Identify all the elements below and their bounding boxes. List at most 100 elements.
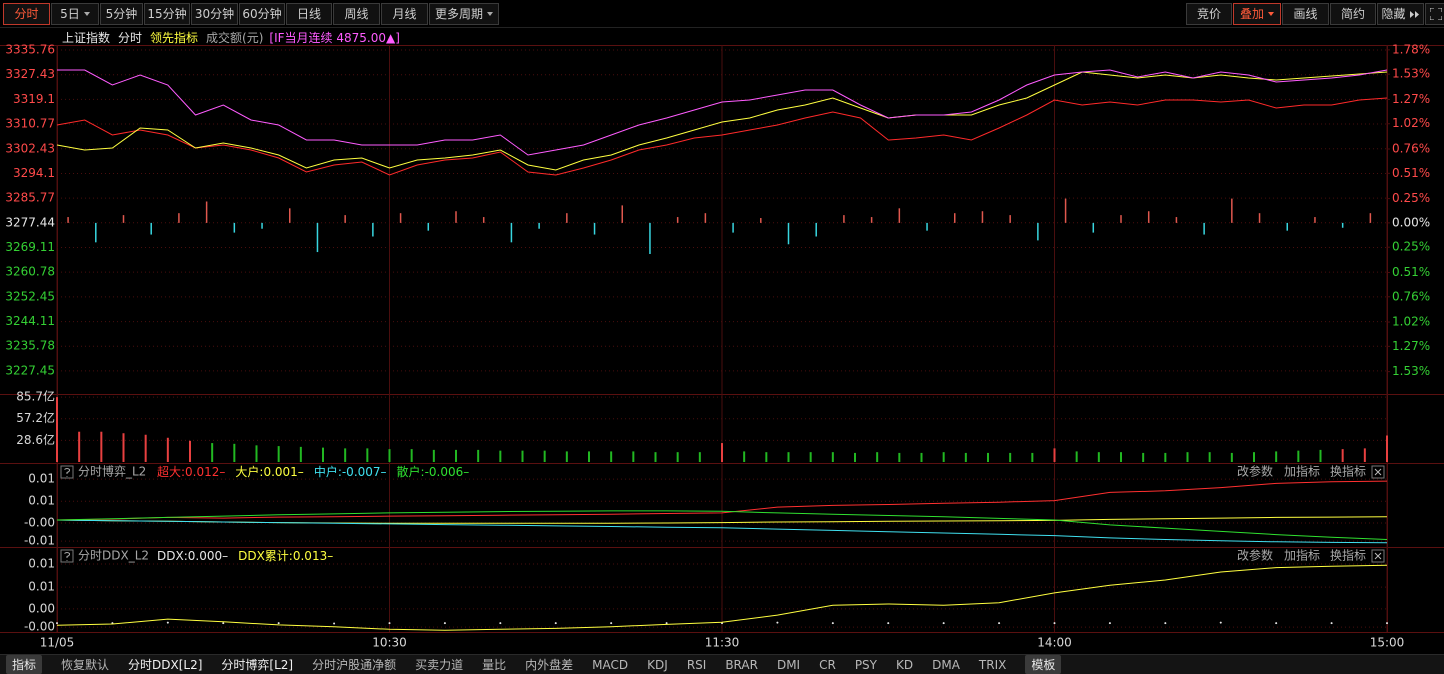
tab[interactable]: TRIX xyxy=(978,657,1007,672)
panel-button[interactable]: 加指标 xyxy=(1284,464,1320,479)
volume-bar xyxy=(809,452,812,462)
y2-tick-label: 0.76% xyxy=(1392,289,1430,303)
tool-button[interactable]: 竞价 xyxy=(1186,3,1232,25)
y2-tick-label: 1.27% xyxy=(1392,339,1430,353)
volume-bar xyxy=(831,452,834,462)
volume-bar xyxy=(455,449,457,462)
period-button[interactable]: 15分钟 xyxy=(144,3,190,25)
leading-bar xyxy=(870,217,873,223)
tab[interactable]: 分时博弈[L2] xyxy=(221,658,294,672)
close-button[interactable] xyxy=(1371,465,1385,479)
help-icon[interactable] xyxy=(60,549,74,563)
toolbar: 竞价 叠加 画线 简约 隐藏 xyxy=(1186,3,1444,25)
tab[interactable]: BRAR xyxy=(725,657,758,672)
period-button[interactable]: 日线 xyxy=(286,3,332,25)
y2-tick-label: 0.76% xyxy=(1392,142,1430,156)
panel-button[interactable]: 换指标 xyxy=(1330,548,1366,563)
volume-bar xyxy=(1386,435,1388,462)
tool-button[interactable]: 隐藏 xyxy=(1377,3,1424,25)
tab[interactable]: 指标 xyxy=(6,655,43,674)
data-dot xyxy=(1386,622,1388,625)
help-icon[interactable] xyxy=(60,465,74,479)
tab[interactable]: 量比 xyxy=(482,658,507,672)
period-button[interactable]: 分时 xyxy=(3,3,50,25)
volume-bar xyxy=(565,451,568,462)
close-glyph xyxy=(1374,468,1382,476)
panel-button[interactable]: 换指标 xyxy=(1330,464,1366,479)
tab[interactable]: 分时DDX[L2] xyxy=(128,658,203,672)
mark-layer xyxy=(56,69,1388,631)
tool-button[interactable]: 画线 xyxy=(1282,3,1329,25)
fullscreen-button[interactable] xyxy=(1425,3,1444,25)
panel-button[interactable]: 改参数 xyxy=(1237,464,1273,479)
volume-bar xyxy=(1253,452,1255,462)
fullscreen-icon xyxy=(1430,8,1442,20)
volume-bar xyxy=(521,450,524,462)
period-button[interactable]: 更多周期 xyxy=(429,3,499,25)
tab[interactable]: PSY xyxy=(854,657,877,672)
tab[interactable]: 内外盘差 xyxy=(525,658,574,672)
tab[interactable]: 恢复默认 xyxy=(61,658,110,672)
tab[interactable]: MACD xyxy=(592,657,629,672)
button-text: 5日 xyxy=(60,7,80,21)
indicator-title: 分时博弈_L2 xyxy=(78,464,146,479)
close-button[interactable] xyxy=(1371,549,1385,563)
series-line xyxy=(57,69,1388,156)
leading-bar xyxy=(787,222,790,245)
period-button[interactable]: 60分钟 xyxy=(239,3,285,25)
y-tick-label: 3227.45 xyxy=(5,363,55,377)
period-button[interactable]: 5日 xyxy=(51,3,99,25)
data-dot xyxy=(1275,622,1278,625)
period-label: 分时 xyxy=(118,31,142,45)
volume-label: 成交额(元) xyxy=(206,30,263,45)
leading-bar xyxy=(1369,213,1372,223)
volume-bar xyxy=(1075,451,1078,462)
leading-bar xyxy=(1341,222,1344,228)
dropdown-icon xyxy=(83,12,90,16)
data-dot xyxy=(222,622,225,625)
legend-entry: 中户:-0.007– xyxy=(314,464,387,479)
tool-button[interactable]: 简约 xyxy=(1330,3,1376,25)
y-tick-label: 0.01 xyxy=(28,580,55,594)
tool-button[interactable]: 叠加 xyxy=(1233,3,1281,25)
volume-bar xyxy=(189,440,191,462)
period-button[interactable]: 30分钟 xyxy=(191,3,238,25)
x-tick-label: 11/05 xyxy=(40,636,75,650)
tab[interactable]: 模板 xyxy=(1025,655,1062,674)
y-tick-label: 3269.11 xyxy=(5,240,55,254)
leading-bar xyxy=(316,222,319,253)
tab[interactable]: 分时沪股通净额 xyxy=(312,658,397,672)
volume-bar xyxy=(144,434,147,462)
data-dot xyxy=(1108,622,1111,625)
y2-tick-label: 1.53% xyxy=(1392,364,1430,378)
y-tick-label: 0.01 xyxy=(28,557,55,571)
panel-button[interactable]: 改参数 xyxy=(1237,548,1273,563)
tab[interactable]: KDJ xyxy=(647,657,668,672)
leading-bar xyxy=(510,222,513,243)
y2-tick-label: 1.27% xyxy=(1392,92,1430,106)
volume-bar xyxy=(610,451,613,462)
tab[interactable]: 买卖力道 xyxy=(415,658,464,672)
leading-bar xyxy=(1092,222,1095,233)
volume-bar xyxy=(1341,449,1344,462)
tab[interactable]: DMA xyxy=(932,657,960,672)
panel-button[interactable]: 加指标 xyxy=(1284,548,1320,563)
y-tick-label: 3310.77 xyxy=(5,117,55,131)
volume-bar xyxy=(432,449,435,462)
volume-bar xyxy=(1297,450,1300,462)
x-tick-label: 15:00 xyxy=(1370,636,1405,650)
tab[interactable]: CR xyxy=(819,657,836,672)
data-dot xyxy=(942,622,945,625)
data-dot xyxy=(388,622,391,625)
tab[interactable]: DMI xyxy=(776,657,801,672)
tab[interactable]: KD xyxy=(896,657,914,672)
period-button[interactable]: 5分钟 xyxy=(100,3,143,25)
volume-bar xyxy=(632,451,635,462)
period-button[interactable]: 月线 xyxy=(381,3,428,25)
period-button[interactable]: 周线 xyxy=(333,3,380,25)
leading-bar xyxy=(1064,198,1067,223)
leading-bar xyxy=(233,222,236,233)
y-tick-label: 3260.78 xyxy=(5,265,55,279)
volume-bar xyxy=(1053,448,1056,462)
tab[interactable]: RSI xyxy=(686,657,707,672)
